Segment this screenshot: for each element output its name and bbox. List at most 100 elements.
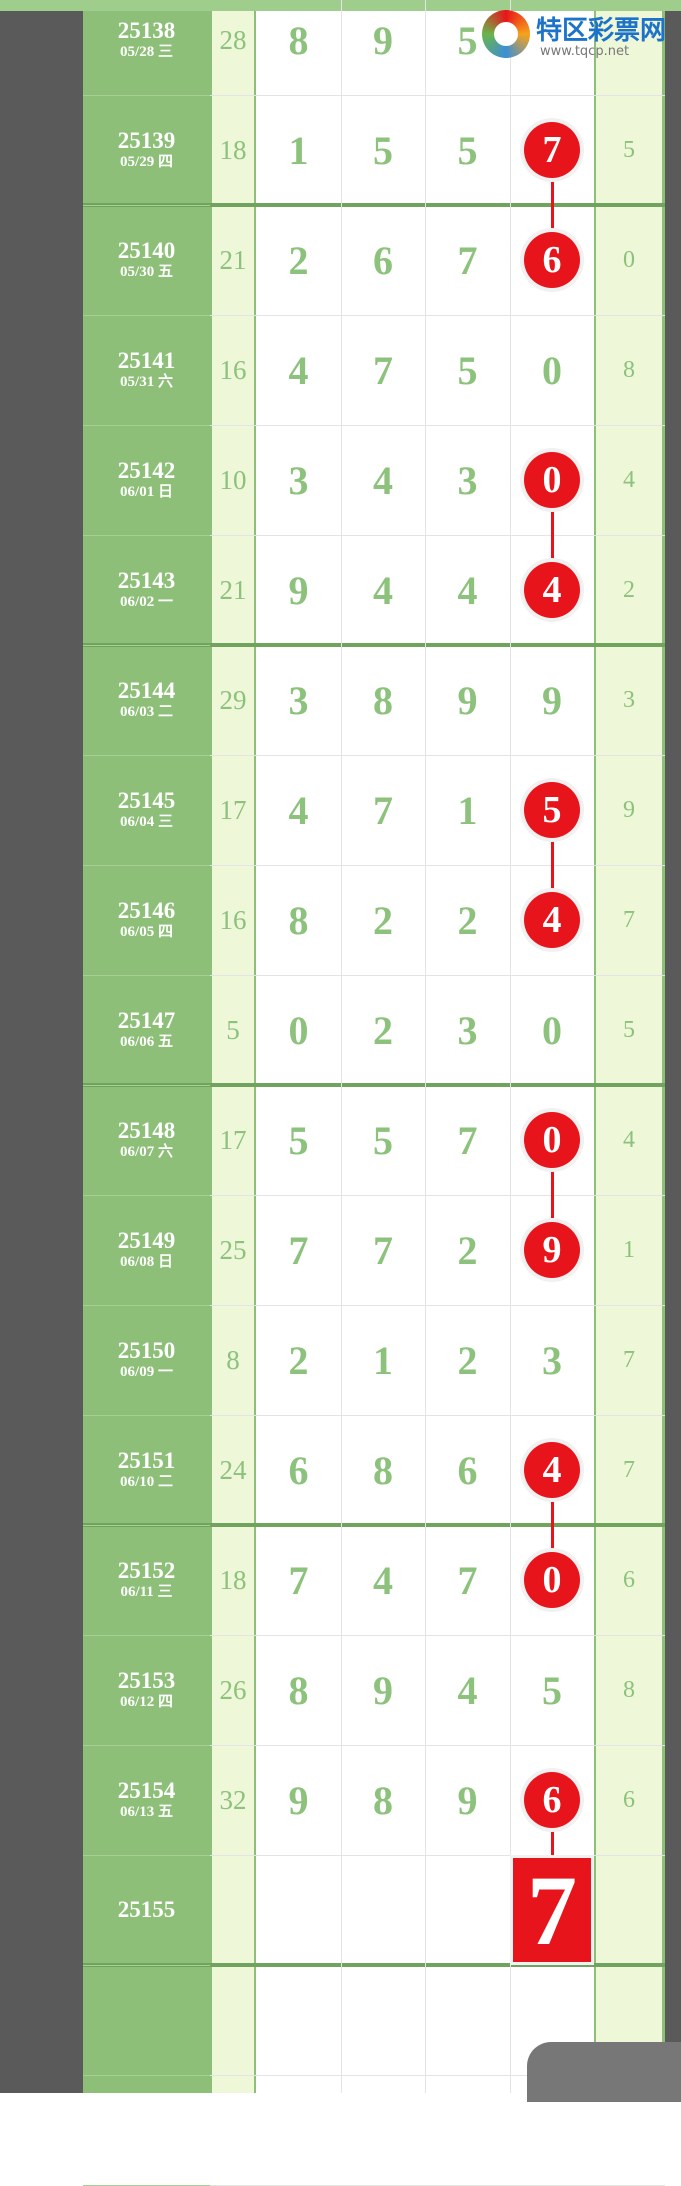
issue-date: 06/12 四 <box>120 1694 173 1710</box>
digit-cell: 3 <box>542 1337 562 1383</box>
tail-cell: 0 <box>623 246 635 273</box>
digit-cell: 8 <box>373 1447 393 1493</box>
row-line <box>83 1415 665 1416</box>
connector <box>550 1470 554 1580</box>
issue-number: 25138 <box>117 18 176 43</box>
issue-cell: 25146 06/05 四 <box>83 865 210 975</box>
logo-url: www.tqcp.net <box>540 44 630 59</box>
issue-cell: 25140 05/30 五 <box>83 205 210 315</box>
issue-number: 25155 <box>117 1897 176 1922</box>
corner-button <box>527 2042 681 2102</box>
tail-column <box>594 0 665 2093</box>
issue-date: 06/01 日 <box>120 484 173 500</box>
digit-cell: 1 <box>373 1337 393 1383</box>
hit-ball: 0 <box>524 1552 580 1608</box>
connector <box>550 1140 554 1250</box>
issue-date: 05/29 四 <box>120 154 173 170</box>
issue-cell: 25150 06/09 一 <box>83 1305 210 1415</box>
hit-ball: 0 <box>524 1112 580 1168</box>
issue-date: 06/04 三 <box>120 814 173 830</box>
digit-cell: 4 <box>457 567 478 613</box>
digit-cell: 0 <box>510 1085 594 1195</box>
hit-ball: 7 <box>524 122 580 178</box>
digit-cell: 2 <box>373 897 393 943</box>
tail-cell: 8 <box>623 356 635 383</box>
issue-line <box>83 1305 210 1306</box>
digit-cell: 9 <box>542 677 562 723</box>
issue-date: 06/08 日 <box>120 1254 173 1270</box>
digit-cell: 4 <box>288 787 309 833</box>
hit-ball: 6 <box>524 232 580 288</box>
tail-cell: 7 <box>623 906 635 933</box>
issue-number: 25147 <box>117 1008 176 1033</box>
digit-cell: 9 <box>288 567 309 613</box>
digit-cell: 5 <box>288 1117 309 1163</box>
digit-cell: 7 <box>457 1117 478 1163</box>
digit-cell: 9 <box>457 1777 478 1823</box>
sum-cell: 25 <box>219 1234 247 1265</box>
issue-cell: 25138 05/28 三 <box>83 0 210 95</box>
issue-number: 25141 <box>117 348 176 373</box>
digit-cell: 8 <box>288 1667 309 1713</box>
digit-cell: 4 <box>373 457 393 503</box>
row-line <box>83 1195 665 1196</box>
digit-cell: 2 <box>373 1007 393 1053</box>
sum-cell: 8 <box>226 1344 240 1375</box>
connector <box>550 810 554 920</box>
digit-cell: 7 <box>373 347 393 393</box>
row-line <box>83 1963 665 1967</box>
issue-line <box>83 975 210 976</box>
digit-cell: 5 <box>373 1117 393 1163</box>
issue-date: 06/02 一 <box>120 594 173 610</box>
tail-cell: 6 <box>623 1566 635 1593</box>
row-line <box>83 315 665 316</box>
digit-cell: 4 <box>288 347 309 393</box>
digit-cell: 6 <box>510 205 594 315</box>
issue-date: 06/09 一 <box>120 1364 173 1380</box>
issue-number: 25140 <box>117 238 176 263</box>
issue-cell: 25141 05/31 六 <box>83 315 210 425</box>
issue-date: 06/07 六 <box>120 1144 173 1160</box>
issue-number: 25153 <box>117 1668 176 1693</box>
issue-number: 25148 <box>117 1118 176 1143</box>
sum-cell: 17 <box>219 1124 247 1155</box>
tail-cell: 6 <box>623 1786 635 1813</box>
digit-cell: 3 <box>288 457 309 503</box>
row-line <box>83 425 665 426</box>
digit-cell: 5 <box>457 17 478 63</box>
digit-cell: 7 <box>373 1227 393 1273</box>
issue-column <box>83 0 210 2093</box>
digit-cell: 3 <box>457 1007 478 1053</box>
digit-cell: 1 <box>457 787 478 833</box>
digit-cell: 4 <box>373 567 393 613</box>
issue-line <box>83 1085 210 1086</box>
digit-cell: 2 <box>457 1337 478 1383</box>
digit-cell: 5 <box>542 1667 562 1713</box>
issue-line <box>83 865 210 866</box>
issue-cell: 25154 06/13 五 <box>83 1745 210 1855</box>
sum-cell: 24 <box>219 1454 247 1485</box>
digit-cell: 6 <box>373 237 393 283</box>
hit-ball: 4 <box>524 1442 580 1498</box>
issue-number: 25142 <box>117 458 176 483</box>
tail-cell: 4 <box>623 1126 635 1153</box>
sum-cell: 18 <box>219 134 247 165</box>
tail-cell: 2 <box>623 576 635 603</box>
row-line <box>83 755 665 756</box>
row-line <box>83 1305 665 1306</box>
digit-cell: 7 <box>510 95 594 205</box>
digit-cell: 0 <box>288 1007 309 1053</box>
issue-number: 25144 <box>117 678 176 703</box>
issue-cell: 25153 06/12 四 <box>83 1635 210 1745</box>
issue-number: 25150 <box>117 1338 176 1363</box>
digit-cell: 7 <box>373 787 393 833</box>
issue-number: 25151 <box>117 1448 176 1473</box>
top-bar <box>0 0 681 11</box>
digit-cell: 7 <box>457 237 478 283</box>
digit-cell: 8 <box>288 17 309 63</box>
issue-line <box>83 425 210 426</box>
issue-line <box>83 1965 210 1966</box>
digit-cell: 5 <box>457 347 478 393</box>
issue-number: 25152 <box>117 1558 176 1583</box>
sum-cell: 32 <box>219 1784 247 1815</box>
